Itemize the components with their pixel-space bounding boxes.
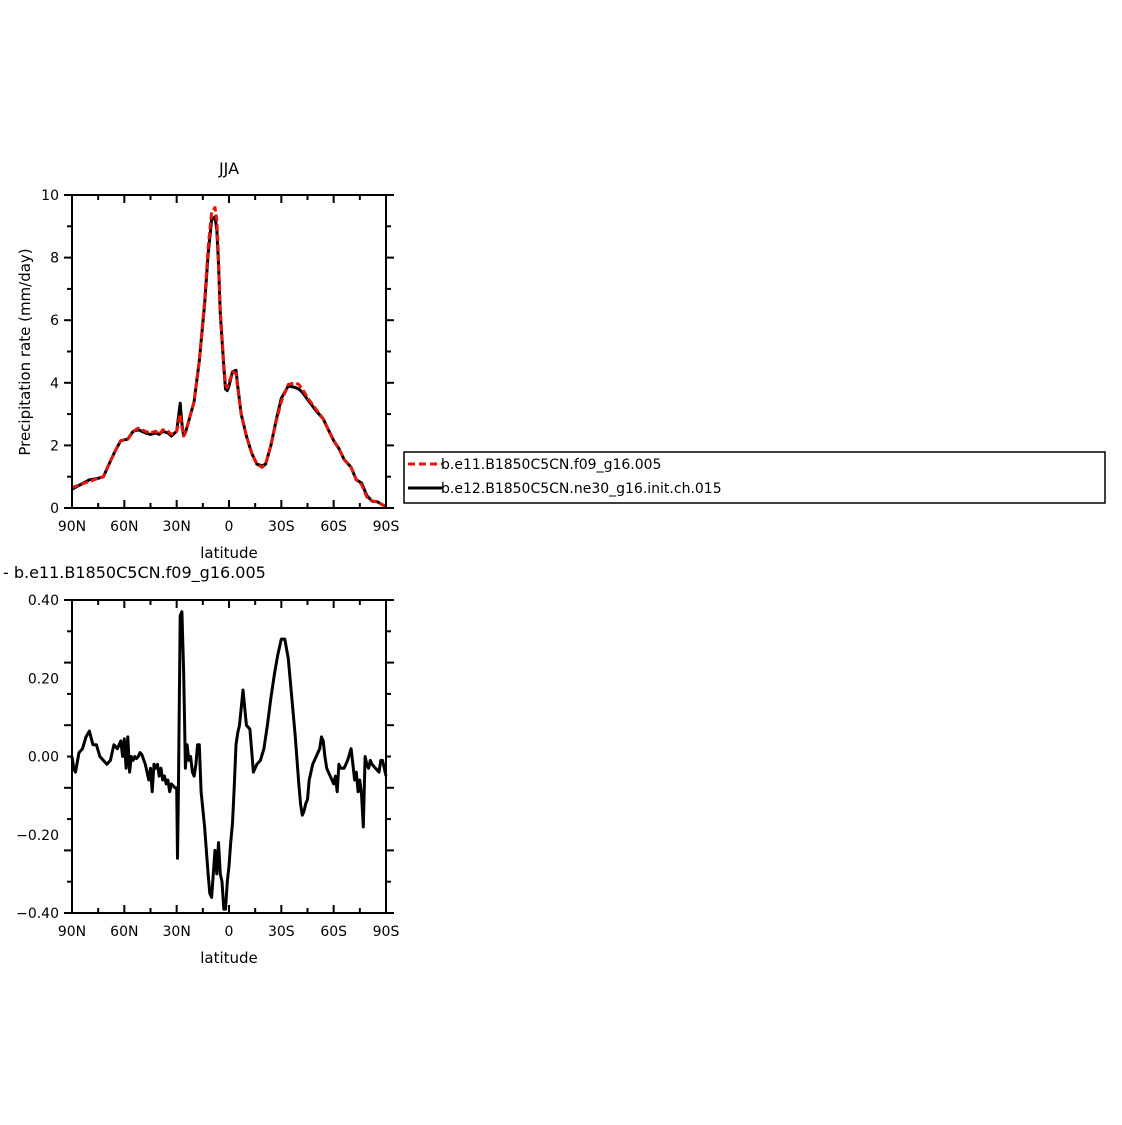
y-tick-label: 10 xyxy=(41,188,59,204)
top-series-line-1 xyxy=(71,206,387,508)
x-tick-label: 90N xyxy=(58,519,86,535)
x-tick-label: 30N xyxy=(163,924,191,940)
bottom-plot-frame xyxy=(71,599,387,914)
top-series-line-2 xyxy=(71,215,387,508)
top-x-axis-label: latitude xyxy=(200,544,258,562)
bottom-chart: - b.e11.B1850C5CN.f09_g16.005 latitude 9… xyxy=(3,563,399,967)
top-chart: JJA Precipitation rate (mm/day) latitude… xyxy=(16,159,399,562)
y-tick-label: 0.40 xyxy=(28,593,59,609)
x-tick-label: 90N xyxy=(58,924,86,940)
bottom-series-line-1 xyxy=(70,610,388,911)
y-tick-label: 8 xyxy=(50,251,59,267)
x-tick-label: 90S xyxy=(373,924,400,940)
bottom-x-axis-label: latitude xyxy=(200,949,258,967)
x-tick-label: 60N xyxy=(110,924,138,940)
legend-label-model2: b.e12.B1850C5CN.ne30_g16.init.ch.015 xyxy=(441,481,722,497)
bottom-chart-title: - b.e11.B1850C5CN.f09_g16.005 xyxy=(3,563,266,583)
top-chart-title: JJA xyxy=(218,159,239,178)
x-tick-label: 60S xyxy=(320,519,347,535)
y-tick-label: 0.20 xyxy=(28,671,59,687)
x-tick-label: 0 xyxy=(225,924,234,940)
legend-box xyxy=(403,451,1106,504)
x-tick-label: 30S xyxy=(268,519,295,535)
y-tick-label: 0 xyxy=(50,501,59,517)
top-y-axis-label: Precipitation rate (mm/day) xyxy=(16,248,34,455)
x-tick-label: 60S xyxy=(320,924,347,940)
y-tick-label: −0.20 xyxy=(16,828,59,844)
x-tick-label: 60N xyxy=(110,519,138,535)
x-tick-label: 0 xyxy=(225,519,234,535)
legend-label-model1: b.e11.B1850C5CN.f09_g16.005 xyxy=(441,457,661,473)
y-tick-label: −0.40 xyxy=(16,906,59,922)
x-tick-label: 30S xyxy=(268,924,295,940)
top-plot-frame xyxy=(71,194,387,509)
y-tick-label: 6 xyxy=(50,313,59,329)
y-tick-label: 0.00 xyxy=(28,750,59,766)
x-tick-label: 30N xyxy=(163,519,191,535)
y-tick-label: 4 xyxy=(50,376,59,392)
x-tick-label: 90S xyxy=(373,519,400,535)
y-tick-label: 2 xyxy=(50,438,59,454)
legend: b.e11.B1850C5CN.f09_g16.005 b.e12.B1850C… xyxy=(403,451,1106,504)
